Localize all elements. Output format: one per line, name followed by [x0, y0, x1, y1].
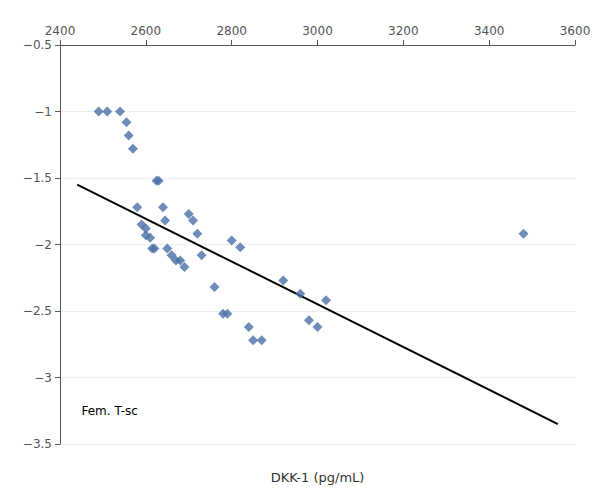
svg-text:3600: 3600	[560, 24, 591, 38]
svg-text:DKK-1 (pg/mL): DKK-1 (pg/mL)	[271, 470, 365, 485]
svg-text:−1: −1	[34, 105, 52, 119]
svg-text:−2.5: −2.5	[23, 304, 52, 318]
svg-text:2600: 2600	[131, 24, 162, 38]
svg-text:2800: 2800	[216, 24, 247, 38]
svg-text:3200: 3200	[388, 24, 419, 38]
svg-text:−0.5: −0.5	[23, 38, 52, 52]
svg-text:3400: 3400	[474, 24, 505, 38]
svg-text:Fem. T-sc: Fem. T-sc	[81, 404, 137, 418]
svg-text:3000: 3000	[302, 24, 333, 38]
svg-text:−3: −3	[34, 371, 52, 385]
svg-text:−2: −2	[34, 238, 52, 252]
svg-text:−1.5: −1.5	[23, 171, 52, 185]
svg-text:2400: 2400	[45, 24, 76, 38]
svg-text:−3.5: −3.5	[23, 437, 52, 451]
